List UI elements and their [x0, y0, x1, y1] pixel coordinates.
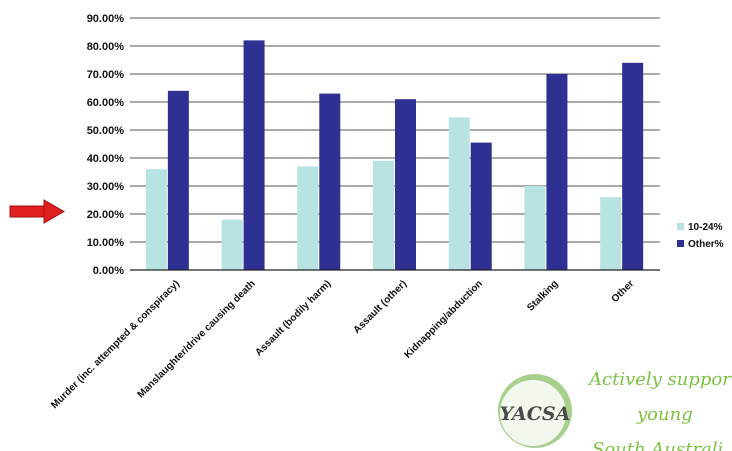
x-tick-label: Other	[610, 278, 637, 305]
bars	[145, 40, 644, 271]
slogan-line-2: young	[636, 404, 693, 425]
y-tick-label: 80.00%	[87, 41, 125, 53]
x-tick-label: Assault (other)	[351, 278, 409, 336]
bar-other	[167, 90, 189, 270]
y-tick-label: 10.00%	[87, 237, 125, 249]
bar-other	[243, 40, 265, 271]
bar-other	[546, 74, 568, 270]
bar-10-24	[373, 160, 394, 270]
y-tick-label: 30.00%	[87, 181, 125, 193]
legend-label: 10-24%	[688, 222, 723, 233]
legend-swatch	[677, 240, 684, 247]
bar-10-24	[297, 166, 319, 270]
bar-10-24	[221, 219, 243, 270]
y-tick-label: 50.00%	[87, 125, 125, 137]
x-tick-label: Stalking	[525, 278, 560, 313]
bar-10-24	[448, 117, 470, 271]
x-tick-label: Murder (inc. attempted & conspiracy)	[49, 278, 182, 411]
y-axis-ticks: 0.00% 10.00% 20.00% 30.00% 40.00% 50.00% 60.00…	[87, 13, 125, 277]
x-tick-label: Assault (bodily harm)	[253, 278, 333, 358]
bar-10-24	[145, 169, 167, 270]
x-tick-label: Kidnapping/abduction	[402, 278, 484, 360]
y-tick-label: 90.00%	[87, 13, 125, 25]
bar-other	[319, 93, 341, 270]
red-arrow-icon	[9, 199, 66, 224]
bar-other	[470, 142, 492, 270]
legend-swatch	[677, 223, 684, 230]
y-tick-label: 40.00%	[87, 153, 125, 165]
bar-10-24	[600, 197, 622, 270]
bar-other	[395, 99, 416, 270]
bar-10-24	[524, 186, 546, 270]
yacsa-logo: YACSA	[498, 374, 572, 448]
legend-label: Other%	[688, 239, 724, 250]
y-tick-label: 20.00%	[87, 209, 125, 221]
y-tick-label: 70.00%	[87, 69, 125, 81]
y-tick-label: 60.00%	[87, 97, 125, 109]
y-tick-label: 0.00%	[93, 265, 124, 277]
x-tick-label: Manslaughter/drive causing death	[136, 278, 258, 400]
legend: 10-24% Other%	[677, 222, 724, 250]
slogan: Actively suppor young South Australi	[587, 369, 732, 451]
slogan-line-3: South Australi	[592, 439, 723, 451]
bar-other	[622, 62, 644, 270]
slogan-line-1: Actively suppor	[587, 369, 732, 390]
logo-text: YACSA	[500, 403, 571, 425]
